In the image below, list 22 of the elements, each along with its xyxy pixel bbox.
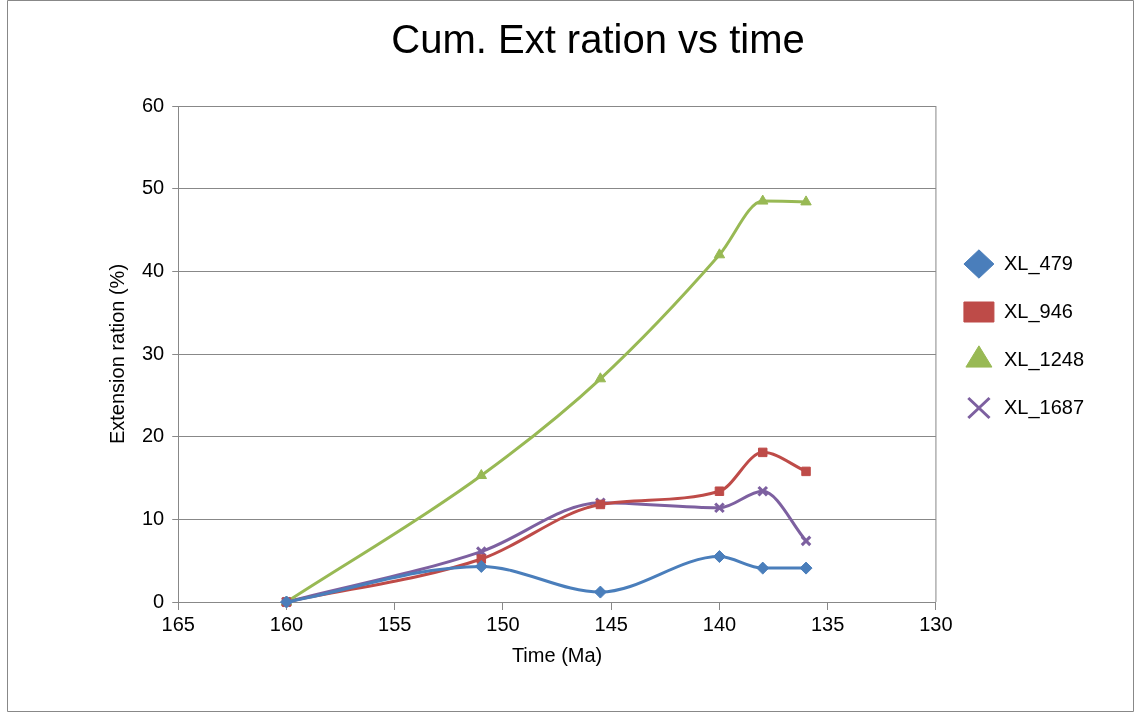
y-tick-label: 0 (153, 589, 165, 612)
x-tick-label: 130 (919, 612, 953, 635)
y-tick-label: 50 (142, 176, 165, 199)
y-tick-label: 60 (142, 93, 165, 116)
y-tick-label: 30 (142, 341, 165, 364)
legend-label: XL_946 (1003, 299, 1073, 323)
y-tick-label: 40 (142, 258, 165, 281)
legend-label: XL_1248 (1003, 347, 1084, 371)
x-tick-label: 145 (594, 612, 628, 635)
x-tick-label: 155 (378, 612, 412, 635)
legend-label: XL_1687 (1003, 395, 1084, 419)
y-axis-title: Extension ration (%) (105, 263, 128, 445)
chart-title: Cum. Ext ration vs time (391, 17, 805, 62)
y-tick-label: 10 (142, 506, 165, 529)
x-tick-label: 165 (161, 612, 195, 635)
x-axis-title: Time (Ma) (511, 643, 603, 666)
x-tick-label: 135 (810, 612, 845, 635)
legend-label: XL_479 (1003, 251, 1073, 275)
x-tick-label: 140 (702, 612, 737, 635)
y-tick-label: 20 (142, 424, 165, 447)
x-tick-label: 150 (486, 612, 520, 635)
x-tick-label: 160 (269, 612, 304, 635)
